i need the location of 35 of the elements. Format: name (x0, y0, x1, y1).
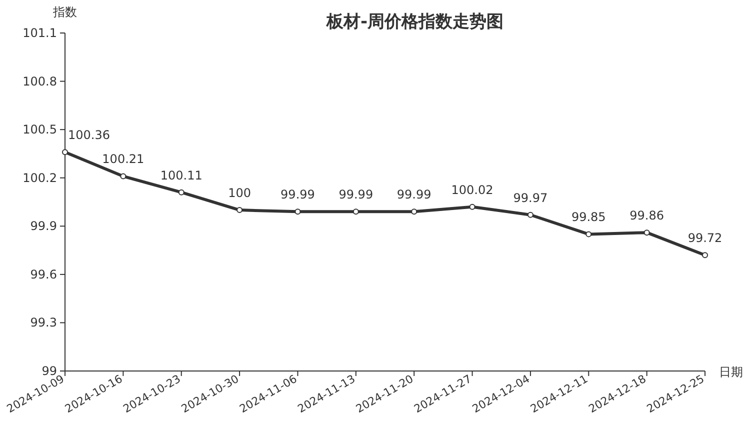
point (586, 231, 592, 238)
x-axis-title: 日期 (719, 365, 743, 379)
point (469, 204, 476, 210)
y-tick-label: 100.5 (22, 122, 57, 137)
point (178, 189, 184, 196)
point (62, 149, 68, 156)
data-label: 99.85 (571, 210, 606, 224)
data-label: 100.11 (160, 168, 202, 182)
y-tick-label: 100.8 (22, 74, 57, 88)
data-label: 100.21 (102, 152, 144, 166)
y-axis-title: 指数 (52, 5, 77, 19)
y-tick-label: 101.1 (22, 26, 57, 40)
data-label: 100 (228, 186, 251, 200)
data-label: 99.99 (280, 188, 315, 202)
point (294, 208, 301, 215)
data-label: 99.72 (688, 231, 722, 246)
point (702, 252, 708, 258)
point (411, 208, 418, 215)
chart-title: 板材-周价格指数走势图 (325, 12, 504, 32)
point (527, 212, 534, 218)
y-tick-label: 99 (42, 364, 57, 378)
data-label: 99.86 (630, 208, 664, 223)
data-label: 99.99 (396, 188, 432, 202)
data-label: 99.99 (338, 188, 374, 202)
data-label: 100.36 (68, 128, 110, 142)
point (120, 173, 126, 180)
y-tick-label: 99.9 (30, 219, 57, 234)
point (644, 230, 650, 236)
point (236, 207, 243, 214)
y-tick-label: 99.6 (30, 267, 57, 282)
data-label: 99.97 (513, 190, 548, 205)
y-tick-label: 100.2 (22, 170, 57, 185)
y-tick-label: 99.3 (30, 316, 57, 330)
point (352, 208, 359, 215)
data-label: 100.02 (451, 182, 494, 197)
